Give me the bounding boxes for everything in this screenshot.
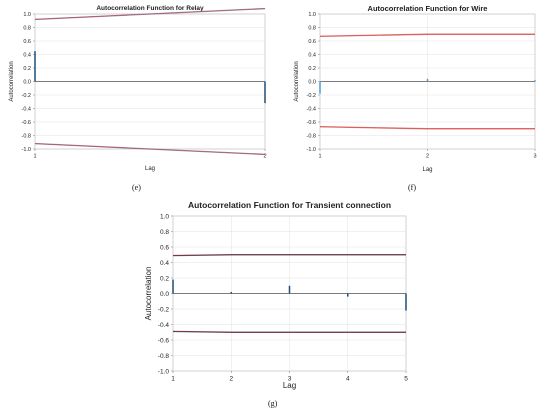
y-tick-label: -0.6	[307, 120, 316, 126]
x-tick-label: 1	[318, 154, 321, 160]
acf-chart-relay-svg: Autocorrelation Function for Relay 1.0 0.8…	[9, 5, 267, 172]
y-tick-label: 0.0	[160, 291, 169, 298]
y-tick-label: -1.0	[307, 147, 316, 153]
acf-bar-lag-3	[288, 285, 291, 294]
y-tick-label: 0.6	[308, 39, 316, 45]
x-tick-label: 3	[533, 154, 536, 160]
x-axis-title: Lag	[422, 167, 432, 173]
y-tick-label: 0.4	[160, 260, 169, 267]
upper-confidence-limit	[319, 33, 535, 37]
x-tick-label: 5	[404, 376, 408, 383]
y-tick-label: -0.6	[22, 120, 31, 126]
y-tick-label: 0.0	[308, 79, 316, 85]
y-tick-label: 0.6	[23, 39, 31, 45]
y-tick-label: -0.4	[307, 106, 316, 112]
acf-chart-transient-svg: Autocorrelation Function for Transient c…	[144, 200, 408, 390]
acf-bar-lag-1	[319, 81, 321, 94]
acf-bar-lag-2	[264, 81, 266, 104]
x-axis-title: Lag	[283, 381, 296, 390]
lower-confidence-limit	[319, 126, 535, 130]
acf-bar-lag-2	[230, 291, 232, 294]
acf-bar-lag-4	[347, 293, 349, 297]
y-tick-label: -0.8	[307, 133, 316, 139]
y-axis-title: Autocorrelation	[144, 267, 153, 321]
y-tick-label: 1.0	[23, 12, 31, 18]
lower-confidence-limit	[172, 331, 406, 333]
y-tick-label: -0.2	[307, 93, 316, 99]
x-tick-label: 1	[33, 154, 36, 160]
acf-bar-lag-2	[426, 78, 429, 82]
y-tick-label: -0.2	[158, 306, 170, 313]
y-tick-label: 0.8	[160, 229, 169, 236]
y-tick-label: 0.8	[23, 25, 31, 31]
x-tick-label: 1	[171, 376, 175, 383]
chart-title: Autocorrelation Function for Wire	[368, 4, 488, 13]
acf-bar-lag-3	[534, 80, 536, 82]
y-axis-title: Autocorrelation	[9, 61, 15, 101]
y-axis-title: Autocorrelation	[294, 61, 300, 101]
panel-caption-f: (f)	[408, 183, 416, 192]
y-tick-label: -0.8	[158, 353, 170, 360]
y-tick-label: -0.2	[22, 93, 31, 99]
y-tick-label: 0.2	[23, 66, 31, 72]
panel-caption-g: (g)	[268, 399, 278, 408]
y-tick-label: 0.8	[308, 25, 316, 31]
acf-chart-transient: Autocorrelation Function for Transient c…	[135, 196, 420, 394]
acf-bar-lag-1	[34, 51, 36, 82]
x-tick-label: 2	[426, 154, 429, 160]
acf-bar-lag-1	[172, 279, 174, 294]
panel-caption-e: (e)	[132, 183, 141, 192]
y-tick-label: -1.0	[158, 368, 170, 375]
y-tick-label: 0.2	[308, 66, 316, 72]
acf-bar-lag-5	[405, 293, 407, 311]
y-tick-label: 1.0	[308, 12, 316, 18]
y-tick-label: -0.4	[158, 322, 170, 329]
chart-title: Autocorrelation Function for Transient c…	[188, 200, 391, 210]
y-tick-label: -1.0	[22, 147, 31, 153]
chart-title: Autocorrelation Function for Relay	[96, 5, 204, 12]
y-tick-label: 0.4	[23, 52, 31, 58]
y-tick-label: 0.0	[23, 79, 31, 85]
lower-confidence-limit	[34, 143, 266, 155]
acf-chart-relay: Autocorrelation Function for Relay 1.0 0.8…	[0, 0, 275, 178]
y-tick-label: 1.0	[160, 213, 169, 220]
x-tick-label: 3	[288, 376, 292, 383]
y-tick-label: 0.6	[160, 244, 169, 251]
acf-chart-wire-svg: Autocorrelation Function for Wire 1.0 0.8 0…	[294, 4, 537, 173]
y-tick-label: 0.4	[308, 52, 316, 58]
y-tick-label: -0.6	[158, 337, 170, 344]
upper-confidence-limit	[172, 254, 406, 256]
y-tick-label: -0.8	[22, 133, 31, 139]
acf-chart-wire: Autocorrelation Function for Wire 1.0 0.8 0…	[280, 0, 550, 178]
upper-confidence-limit	[34, 8, 266, 20]
x-axis-title: Lag	[145, 166, 155, 172]
y-tick-label: 0.2	[160, 275, 169, 282]
x-tick-label: 4	[346, 376, 350, 383]
x-tick-label: 2	[229, 376, 233, 383]
y-tick-label: -0.4	[22, 106, 31, 112]
x-tick-label: 2	[263, 154, 266, 160]
